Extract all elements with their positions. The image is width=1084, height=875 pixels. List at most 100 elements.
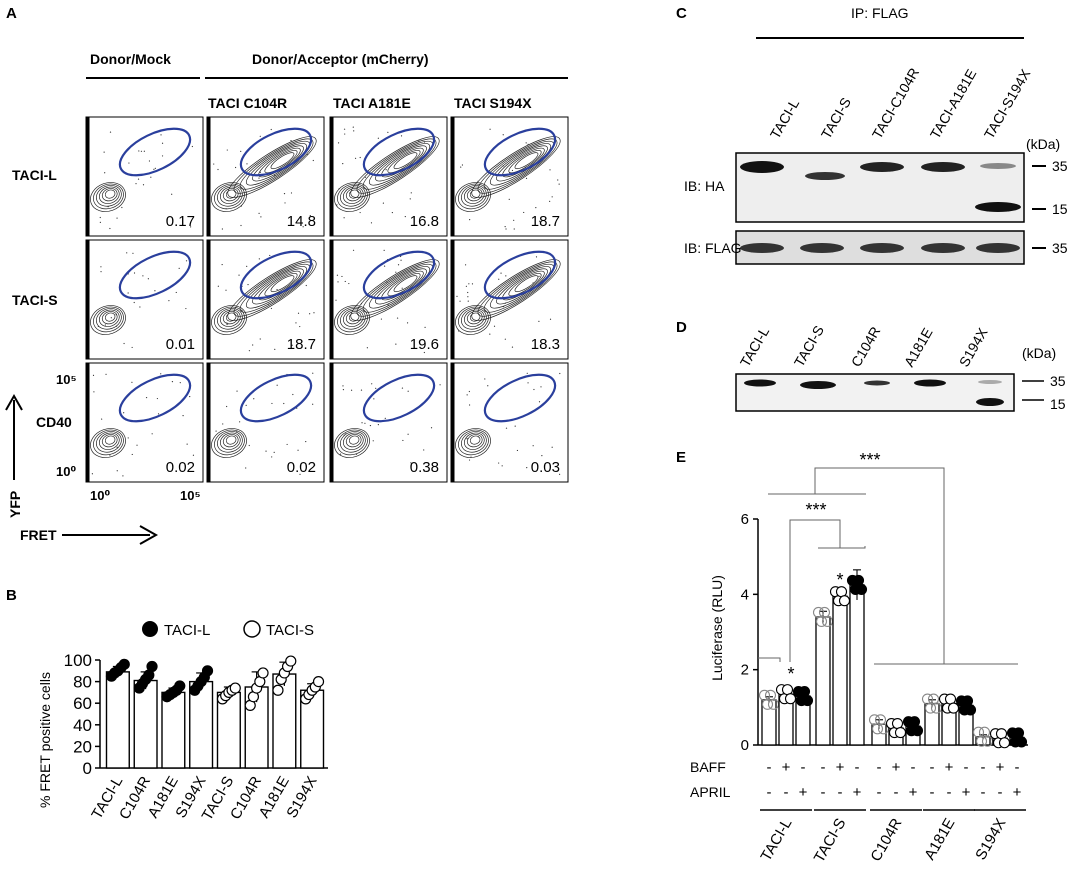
scatter-dot xyxy=(184,347,186,349)
scatter-dot xyxy=(258,258,260,260)
sig-triple-2: *** xyxy=(859,450,880,470)
scatter-dot xyxy=(276,288,278,291)
scatter-dot xyxy=(107,206,109,208)
contour-ring xyxy=(233,138,314,194)
contour-ring xyxy=(214,183,245,210)
scatter-dot xyxy=(122,475,124,477)
scatter-dot xyxy=(498,278,500,280)
scatter-dot xyxy=(508,198,510,200)
scatter-dot xyxy=(477,180,479,182)
lane-c-3: TACI-C104R xyxy=(869,65,922,141)
band-flag-4 xyxy=(921,243,965,253)
band-d-5-faint xyxy=(978,380,1002,384)
fret-value: 19.6 xyxy=(410,336,439,353)
chart-b-point xyxy=(146,660,158,673)
scatter-dot xyxy=(182,415,184,417)
scatter-dot xyxy=(467,300,469,302)
chart-e-point xyxy=(995,728,1008,740)
scatter-dot xyxy=(191,145,193,148)
scatter-dot xyxy=(93,391,95,393)
scatter-dot xyxy=(271,402,273,405)
contour-ring xyxy=(337,306,368,333)
scatter-dot xyxy=(105,373,107,375)
scatter-dot xyxy=(439,384,441,386)
scatter-dot xyxy=(407,390,409,392)
header-donor-acceptor: Donor/Acceptor (mCherry) xyxy=(252,51,429,67)
scatter-dot xyxy=(306,153,308,155)
fret-value: 18.3 xyxy=(531,336,560,353)
contour-ring xyxy=(245,266,308,309)
scatter-dot xyxy=(133,272,136,274)
scatter-dot xyxy=(175,291,177,294)
scatter-dot xyxy=(171,381,174,383)
panel-letter-b: B xyxy=(6,587,17,604)
scatter-dot xyxy=(423,449,425,451)
chart-e-april-sign: - xyxy=(981,784,986,801)
scatter-dot xyxy=(140,150,143,152)
contour-ring xyxy=(477,138,558,194)
header-donor-mock: Donor/Mock xyxy=(90,51,171,67)
scatter-dot xyxy=(526,372,528,374)
scatter-dot xyxy=(91,473,93,475)
chart-e-baff-sign: - xyxy=(964,759,969,776)
scatter-dot xyxy=(299,473,301,476)
scatter-dot xyxy=(504,302,506,304)
scatter-dot xyxy=(247,283,249,286)
tick-x-right: 10⁵ xyxy=(180,488,201,503)
scatter-dot xyxy=(484,378,486,380)
scatter-dot xyxy=(386,281,388,283)
chart-b-ytick-label: 0 xyxy=(83,759,92,778)
chart-e-point xyxy=(961,695,974,707)
scatter-dot xyxy=(436,339,438,341)
contour-ring xyxy=(342,432,364,450)
scatter-dot xyxy=(505,427,508,429)
scatter-dot xyxy=(391,211,393,214)
scatter-dot xyxy=(532,282,534,284)
chart-e-point xyxy=(947,702,960,714)
scatter-dot xyxy=(456,295,458,298)
scatter-dot xyxy=(147,278,149,280)
scatter-dot xyxy=(336,274,339,276)
scatter-dot xyxy=(385,169,387,171)
scatter-dot xyxy=(313,312,315,314)
scatter-dot xyxy=(549,200,551,202)
fret-gate xyxy=(118,127,192,177)
scatter-dot xyxy=(559,372,561,375)
scatter-dot xyxy=(538,401,541,403)
fret-gate xyxy=(362,373,436,423)
scatter-dot xyxy=(402,439,404,442)
scatter-dot xyxy=(221,263,223,266)
scatter-dot xyxy=(469,218,471,221)
col-label-s194x: TACI S194X xyxy=(454,95,532,111)
chart-e-ytick-label: 6 xyxy=(741,511,749,528)
scatter-dot xyxy=(539,220,541,222)
scatter-dot xyxy=(501,465,503,467)
chart-b-point xyxy=(312,675,325,688)
contour-ring xyxy=(356,261,437,317)
contour-ring xyxy=(95,308,122,330)
band-flag-2 xyxy=(800,243,844,253)
flow-plot-r2-c1: 0.02 xyxy=(206,362,325,483)
scatter-dot xyxy=(109,454,111,456)
contour-ring xyxy=(219,432,241,450)
chart-e-point xyxy=(894,727,907,739)
chart-e-baff-sign: + xyxy=(836,759,845,776)
scatter-dot xyxy=(236,390,238,392)
scatter-dot xyxy=(337,142,340,144)
lane-d-2: TACI-S xyxy=(791,323,827,370)
scatter-dot xyxy=(127,437,129,439)
scatter-dot xyxy=(286,443,288,446)
chart-e-april-sign: - xyxy=(930,784,935,801)
scatter-dot xyxy=(458,330,460,332)
scatter-dot xyxy=(309,313,311,315)
scatter-dot xyxy=(505,228,507,230)
kda-d: (kDa) xyxy=(1022,345,1056,361)
scatter-dot xyxy=(400,135,403,137)
contour-ring xyxy=(211,428,247,458)
scatter-dot xyxy=(467,291,469,294)
chart-b-point xyxy=(174,680,186,692)
scatter-dot xyxy=(468,459,471,461)
scatter-dot xyxy=(359,211,361,214)
chart-e-point xyxy=(781,684,794,696)
scatter-dot xyxy=(160,134,162,136)
